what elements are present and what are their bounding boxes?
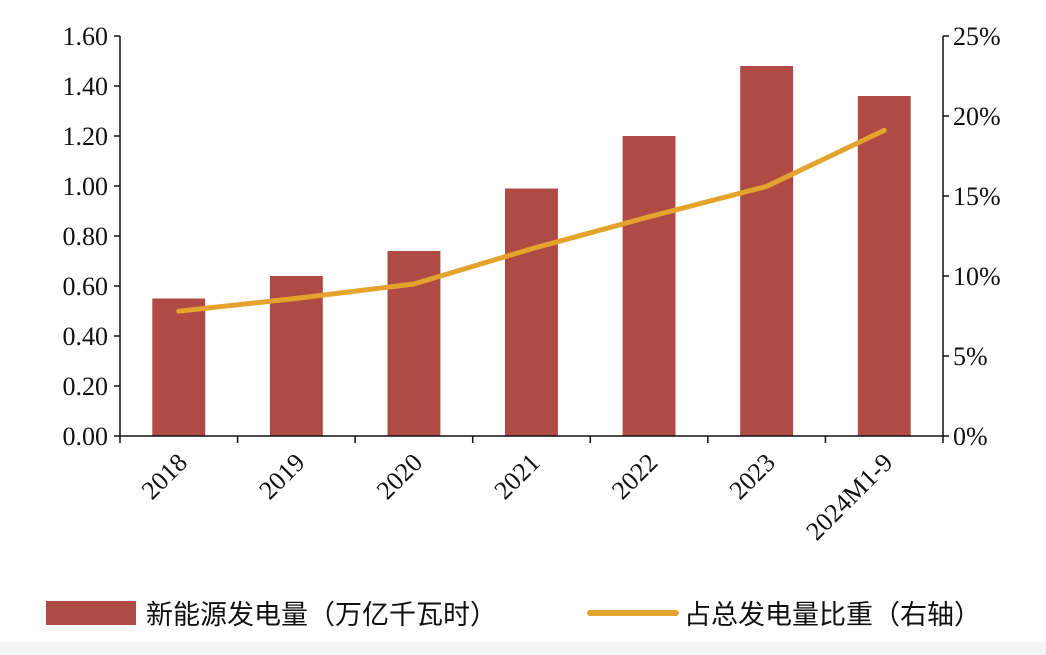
bars-layer xyxy=(152,66,911,436)
x-tick-label: 2019 xyxy=(253,448,310,505)
right-tick-label: 5% xyxy=(953,342,988,371)
right-ticks-layer: 0% 5% 10% 15% 20% 25% xyxy=(943,22,1001,451)
x-tick-label: 2024M1-9 xyxy=(800,448,898,546)
left-tick-label: 1.40 xyxy=(63,72,109,101)
x-tick-label: 2020 xyxy=(371,448,428,505)
left-tick-label: 0.60 xyxy=(63,272,109,301)
x-tick-label: 2022 xyxy=(606,448,663,505)
x-ticks-layer: 2018 2019 2020 2021 2022 2023 2024M1-9 xyxy=(119,436,944,546)
right-tick-label: 20% xyxy=(953,102,1001,131)
left-tick-label: 1.20 xyxy=(63,122,109,151)
x-tick-label: 2021 xyxy=(488,448,545,505)
left-tick-label: 1.60 xyxy=(63,22,109,51)
legend-swatch-bar xyxy=(46,601,136,625)
left-tick-label: 0.80 xyxy=(63,222,109,251)
x-tick-label: 2018 xyxy=(136,448,193,505)
legend: 新能源发电量（万亿千瓦时） 占总发电量比重（右轴） xyxy=(46,600,981,631)
bar-2018 xyxy=(152,298,206,436)
left-tick-label: 0.40 xyxy=(63,322,109,351)
bar-2023 xyxy=(740,66,794,436)
legend-label-bar: 新能源发电量（万亿千瓦时） xyxy=(146,600,497,631)
right-tick-label: 10% xyxy=(953,262,1001,291)
x-tick-label: 2023 xyxy=(724,448,781,505)
bar-2021 xyxy=(505,188,558,436)
right-tick-label: 0% xyxy=(953,422,988,451)
left-ticks-layer: 0.00 0.20 0.40 0.60 0.80 1.00 1.20 1.40 1.60 xyxy=(63,22,120,451)
bar-2022 xyxy=(622,136,676,436)
bar-2024M1-9 xyxy=(857,96,911,436)
left-tick-label: 1.00 xyxy=(63,172,109,201)
line-layer xyxy=(176,127,887,314)
left-tick-label: 0.20 xyxy=(63,372,109,401)
right-tick-label: 15% xyxy=(953,182,1001,211)
left-tick-label: 0.00 xyxy=(63,422,109,451)
legend-label-line: 占总发电量比重（右轴） xyxy=(684,600,981,631)
share-line xyxy=(176,127,887,314)
right-tick-label: 25% xyxy=(953,22,1001,51)
bottom-strip xyxy=(0,642,1046,655)
